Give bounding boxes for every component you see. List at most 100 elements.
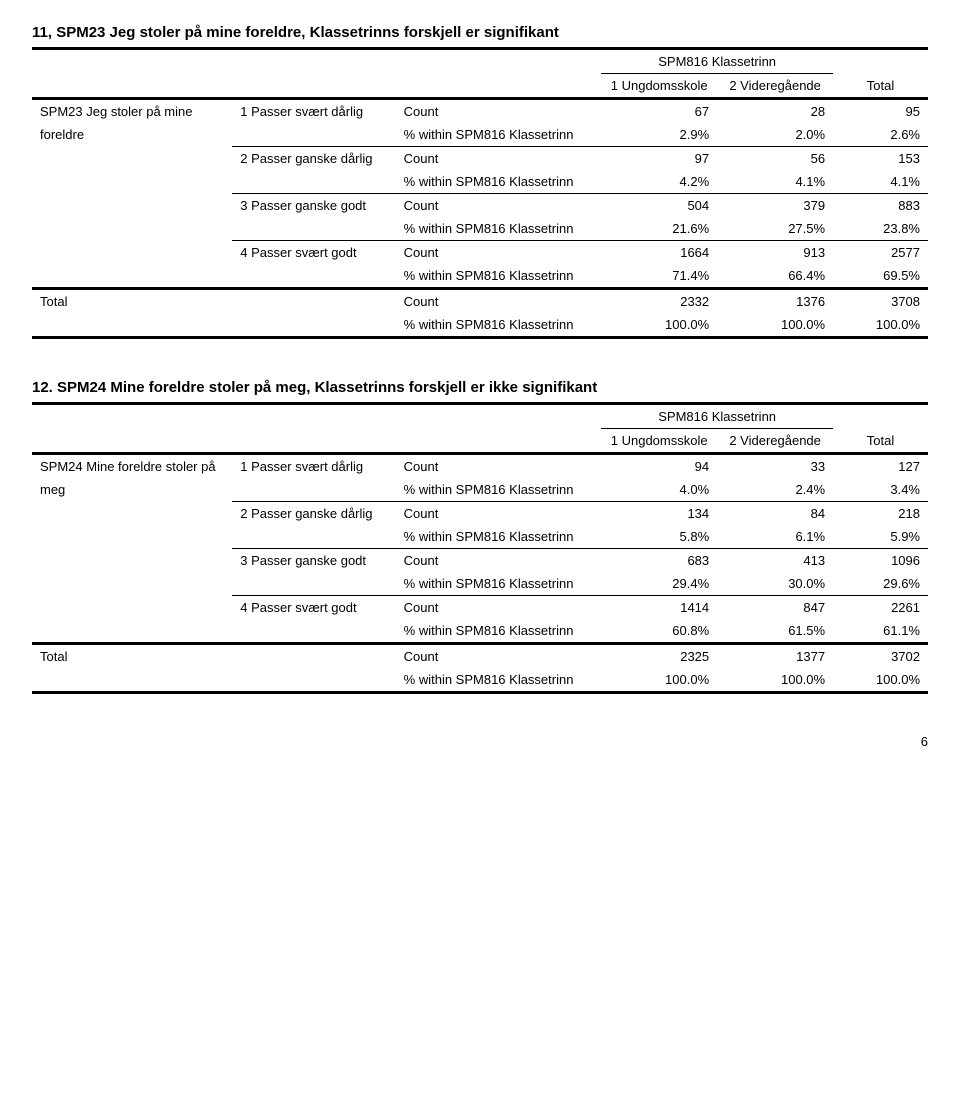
cell: 2261 <box>833 596 928 620</box>
cell: 1376 <box>717 289 833 314</box>
count-label: Count <box>396 549 602 573</box>
table1-row2-label: 3 Passer ganske godt <box>232 194 395 218</box>
cell: 27.5% <box>717 217 833 241</box>
table1-col-total: Total <box>833 74 928 99</box>
cell: 913 <box>717 241 833 265</box>
cell: 4.1% <box>833 170 928 194</box>
table1-col1: 1 Ungdomsskole <box>601 74 717 99</box>
cell: 71.4% <box>601 264 717 289</box>
cell: 847 <box>717 596 833 620</box>
cell: 1664 <box>601 241 717 265</box>
cell: 683 <box>601 549 717 573</box>
cell: 379 <box>717 194 833 218</box>
cell: 134 <box>601 502 717 526</box>
table1-col2: 2 Videregående <box>717 74 833 99</box>
table1-title: 11, SPM23 Jeg stoler på mine foreldre, K… <box>32 24 928 41</box>
count-label: Count <box>396 644 602 669</box>
table2-var-line1: SPM24 Mine foreldre stoler på <box>32 454 232 479</box>
cell: 504 <box>601 194 717 218</box>
cell: 2577 <box>833 241 928 265</box>
cell: 2332 <box>601 289 717 314</box>
table2-row0-label: 1 Passer svært dårlig <box>232 454 395 479</box>
within-label: % within SPM816 Klassetrinn <box>396 170 602 194</box>
cell: 30.0% <box>717 572 833 596</box>
cell: 33 <box>717 454 833 479</box>
cell: 100.0% <box>601 668 717 693</box>
within-label: % within SPM816 Klassetrinn <box>396 264 602 289</box>
cell: 153 <box>833 147 928 171</box>
count-label: Count <box>396 241 602 265</box>
within-label: % within SPM816 Klassetrinn <box>396 668 602 693</box>
cell: 100.0% <box>833 313 928 338</box>
cell: 3702 <box>833 644 928 669</box>
count-label: Count <box>396 289 602 314</box>
cell: 2.0% <box>717 123 833 147</box>
cell: 413 <box>717 549 833 573</box>
table1-var-line1: SPM23 Jeg stoler på mine <box>32 99 232 124</box>
table2: SPM816 Klassetrinn 1 Ungdomsskole 2 Vide… <box>32 402 928 694</box>
cell: 100.0% <box>717 313 833 338</box>
count-label: Count <box>396 194 602 218</box>
cell: 5.8% <box>601 525 717 549</box>
count-label: Count <box>396 596 602 620</box>
cell: 218 <box>833 502 928 526</box>
cell: 94 <box>601 454 717 479</box>
cell: 29.4% <box>601 572 717 596</box>
cell: 29.6% <box>833 572 928 596</box>
table1-row3-label: 4 Passer svært godt <box>232 241 395 265</box>
cell: 1414 <box>601 596 717 620</box>
cell: 5.9% <box>833 525 928 549</box>
cell: 23.8% <box>833 217 928 241</box>
cell: 2.9% <box>601 123 717 147</box>
cell: 66.4% <box>717 264 833 289</box>
within-label: % within SPM816 Klassetrinn <box>396 217 602 241</box>
count-label: Count <box>396 502 602 526</box>
cell: 6.1% <box>717 525 833 549</box>
table2-row3-label: 4 Passer svært godt <box>232 596 395 620</box>
cell: 883 <box>833 194 928 218</box>
cell: 95 <box>833 99 928 124</box>
within-label: % within SPM816 Klassetrinn <box>396 313 602 338</box>
cell: 84 <box>717 502 833 526</box>
cell: 100.0% <box>601 313 717 338</box>
cell: 3.4% <box>833 478 928 502</box>
cell: 69.5% <box>833 264 928 289</box>
cell: 56 <box>717 147 833 171</box>
table2-row1-label: 2 Passer ganske dårlig <box>232 502 395 526</box>
table2-title: 12. SPM24 Mine foreldre stoler på meg, K… <box>32 379 928 396</box>
table2-col1: 1 Ungdomsskole <box>601 429 717 454</box>
cell: 97 <box>601 147 717 171</box>
cell: 4.1% <box>717 170 833 194</box>
table1-group-header: SPM816 Klassetrinn <box>601 49 833 74</box>
cell: 61.1% <box>833 619 928 644</box>
table1-total-label: Total <box>32 289 232 314</box>
table2-col-total: Total <box>833 429 928 454</box>
table1-row0-label: 1 Passer svært dårlig <box>232 99 395 124</box>
cell: 4.0% <box>601 478 717 502</box>
cell: 28 <box>717 99 833 124</box>
page-number: 6 <box>32 734 928 749</box>
cell: 4.2% <box>601 170 717 194</box>
within-label: % within SPM816 Klassetrinn <box>396 525 602 549</box>
cell: 60.8% <box>601 619 717 644</box>
cell: 61.5% <box>717 619 833 644</box>
table2-group-header: SPM816 Klassetrinn <box>601 404 833 429</box>
cell: 127 <box>833 454 928 479</box>
table1: SPM816 Klassetrinn 1 Ungdomsskole 2 Vide… <box>32 47 928 339</box>
table1-var-line2: foreldre <box>32 123 232 147</box>
table2-var-line2: meg <box>32 478 232 502</box>
within-label: % within SPM816 Klassetrinn <box>396 478 602 502</box>
within-label: % within SPM816 Klassetrinn <box>396 572 602 596</box>
table2-row2-label: 3 Passer ganske godt <box>232 549 395 573</box>
table1-row1-label: 2 Passer ganske dårlig <box>232 147 395 171</box>
count-label: Count <box>396 454 602 479</box>
cell: 3708 <box>833 289 928 314</box>
cell: 21.6% <box>601 217 717 241</box>
table2-total-label: Total <box>32 644 232 669</box>
cell: 1377 <box>717 644 833 669</box>
cell: 1096 <box>833 549 928 573</box>
cell: 100.0% <box>717 668 833 693</box>
within-label: % within SPM816 Klassetrinn <box>396 123 602 147</box>
count-label: Count <box>396 99 602 124</box>
within-label: % within SPM816 Klassetrinn <box>396 619 602 644</box>
